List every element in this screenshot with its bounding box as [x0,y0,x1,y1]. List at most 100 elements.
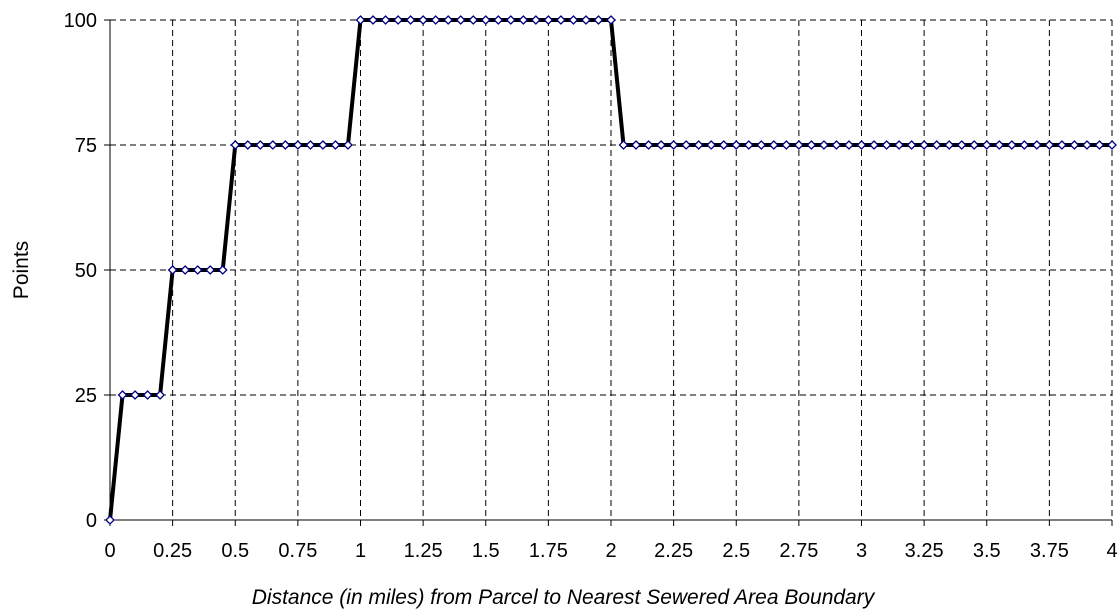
data-point [1069,140,1080,150]
data-point [468,15,479,25]
data-point [142,390,153,400]
data-point [731,140,742,150]
data-point [869,140,879,150]
x-tick-label: 0.5 [221,540,249,562]
x-tick-label: 0.75 [278,540,317,562]
data-point [1082,140,1092,150]
data-point [756,140,767,150]
x-tick-label: 1.75 [529,540,568,562]
data-point [806,140,817,150]
data-point [443,15,454,25]
data-point [343,140,353,150]
data-point [643,140,654,150]
x-tick-label: 4 [1106,540,1117,562]
data-point [631,140,641,150]
data-point [368,15,378,25]
data-point [280,140,291,150]
data-point [180,265,191,275]
data-point [1019,140,1030,150]
x-tick-label: 2.75 [779,540,818,562]
data-point [305,140,316,150]
x-tick-label: 2 [605,540,616,562]
y-tick-label: 75 [75,135,97,157]
data-point [480,15,491,25]
data-point [105,515,115,525]
data-point [405,15,416,25]
data-point [555,15,566,25]
data-point [192,265,203,275]
data-point [568,15,579,25]
y-tick-label: 25 [75,385,97,407]
x-tick-label: 1 [355,540,366,562]
data-point [217,265,228,275]
data-point [230,140,241,150]
data-point [518,15,529,25]
y-tick-label: 50 [75,260,97,282]
data-point [1031,140,1042,150]
data-point [706,140,717,150]
data-point [956,140,967,150]
data-point [844,140,854,150]
y-tick-label: 0 [86,510,97,532]
data-point [393,15,403,25]
grid-lines [110,19,1113,520]
x-tick-label: 2.25 [654,540,693,562]
data-point [1006,140,1017,150]
data-point [906,140,917,150]
y-axis-title: Points [10,241,33,299]
data-point [981,140,992,150]
data-point [743,140,754,150]
x-axis-title: Distance (in miles) from Parcel to Neare… [252,586,876,609]
axis-ticks: 0 0.25 0.5 0.75 1 1.25 1.5 1.75 2 2.25 2.5 2.75 3 3.2… [64,10,1118,562]
data-point [931,140,942,150]
data-point [781,140,792,150]
data-point [793,140,804,150]
data-point [944,140,955,150]
data-point [418,15,429,25]
data-point [543,15,554,25]
data-point [205,265,216,275]
data-point [606,15,616,25]
data-point [681,140,692,150]
data-point [318,140,328,150]
data-point [831,140,842,150]
data-point [581,15,591,25]
data-point [493,15,504,25]
data-point [255,140,266,150]
data-point [969,140,980,150]
y-tick-label: 100 [64,10,97,32]
data-point [718,140,729,150]
data-point [768,140,779,150]
data-point [919,140,930,150]
x-tick-label: 3.5 [973,540,1001,562]
x-tick-label: 1.25 [404,540,443,562]
data-point [505,15,516,25]
x-tick-label: 3.75 [1030,540,1069,562]
data-point [656,140,667,150]
data-point [1094,140,1105,150]
data-point [668,140,679,150]
data-point [994,140,1005,150]
x-tick-label: 2.5 [722,540,750,562]
data-point [819,140,829,150]
data-point [167,265,178,275]
data-point [267,140,278,150]
data-point [618,140,629,150]
data-point [1107,140,1117,150]
x-tick-label: 1.5 [472,540,500,562]
data-point [1056,140,1067,150]
data-point [380,15,391,25]
data-point [292,140,303,150]
data-point [355,15,366,25]
x-tick-label: 3.25 [905,540,944,562]
data-point [593,15,604,25]
data-point [894,140,904,150]
data-point [693,140,704,150]
series-points [105,15,1117,525]
x-tick-label: 0.25 [153,540,192,562]
data-point [117,390,128,400]
data-point [430,15,441,25]
data-point [856,140,867,150]
data-point [530,15,541,25]
